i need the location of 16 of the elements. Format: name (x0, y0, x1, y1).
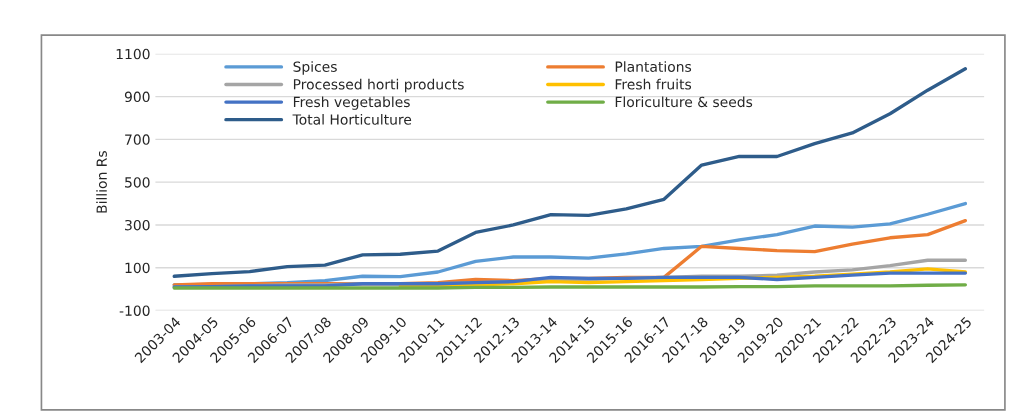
legend-label: Total Horticulture (292, 114, 412, 125)
line-series (172, 271, 968, 289)
legend-label: Processed horti products (293, 78, 464, 93)
y-tick-label: 500 (125, 177, 150, 188)
y-tick-label: -100 (119, 305, 150, 316)
legend-label: Floriculture & seeds (615, 96, 753, 108)
y-tick-label: 700 (125, 134, 150, 145)
y-tick-label: 100 (125, 262, 150, 274)
legend-label: Fresh vegetables (293, 96, 410, 110)
y-tick-label: 1100 (116, 48, 150, 60)
legend-label: Fresh fruits (615, 78, 692, 90)
y-axis-title: Billion Rs (96, 151, 107, 213)
legend-label: Spices (293, 61, 337, 75)
legend-label: Plantations (615, 61, 692, 72)
y-tick-label: 900 (124, 91, 150, 103)
y-tick-label: 300 (125, 219, 150, 231)
